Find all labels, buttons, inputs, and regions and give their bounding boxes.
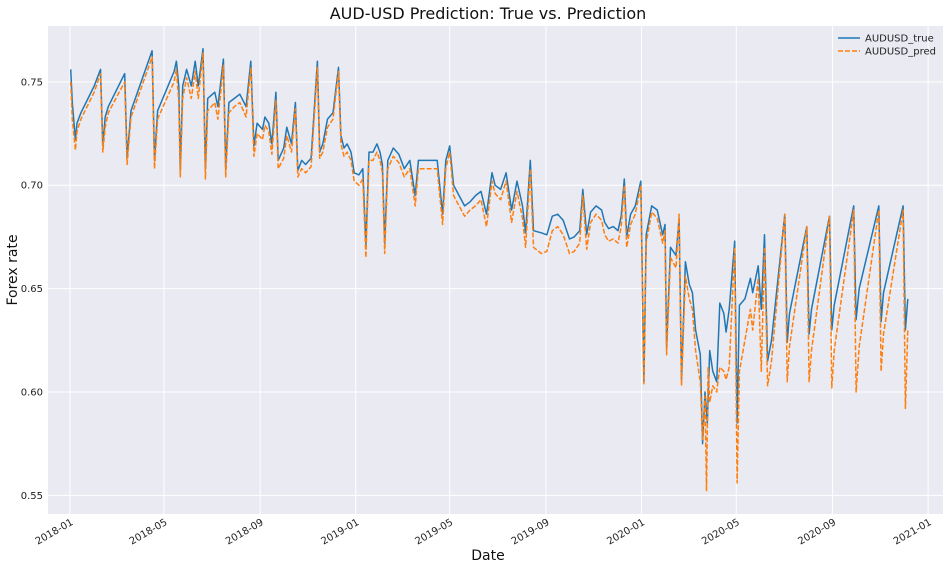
y-tick-label: 0.70 [21, 181, 43, 192]
legend-label: AUDUSD_pred [865, 47, 936, 58]
y-tick-label: 0.60 [21, 388, 43, 399]
y-tick-label: 0.65 [21, 284, 43, 295]
series-line-audusd-true [69, 47, 909, 445]
chart-title: AUD-USD Prediction: True vs. Prediction [330, 4, 647, 23]
y-tick-label: 0.75 [21, 77, 43, 88]
legend-label: AUDUSD_true [865, 34, 934, 45]
legend: AUDUSD_true AUDUSD_pred [838, 34, 936, 58]
y-axis-title: Forex rate [5, 234, 21, 305]
plot-background [48, 26, 943, 514]
y-tick-label: 0.55 [21, 491, 43, 502]
series-line-audusd-pred [69, 52, 909, 493]
x-axis-title: Date [471, 548, 504, 564]
